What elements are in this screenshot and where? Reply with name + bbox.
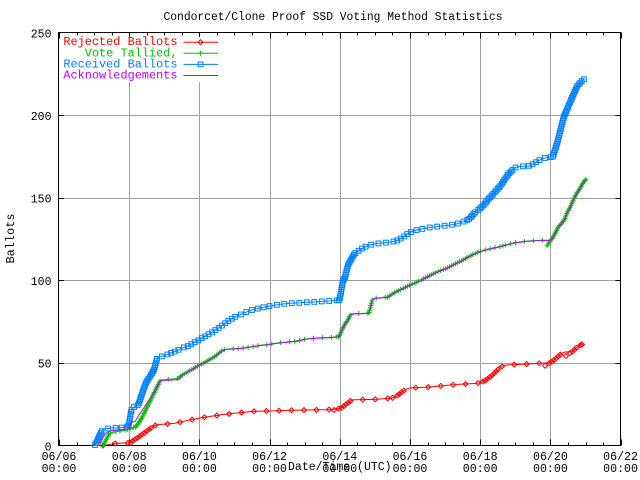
svg-text:06/08: 06/08: [112, 451, 147, 464]
svg-text:Acknowledgements: Acknowledgements: [63, 70, 177, 83]
svg-text:250: 250: [31, 28, 52, 41]
svg-text:00:00: 00:00: [463, 463, 498, 476]
svg-text:06/20: 06/20: [533, 451, 568, 464]
svg-text:00:00: 00:00: [42, 463, 77, 476]
svg-text:Vote Tallied,: Vote Tallied,: [85, 47, 178, 60]
svg-text:06/22: 06/22: [603, 451, 638, 464]
svg-text:00:00: 00:00: [112, 463, 147, 476]
svg-text:200: 200: [31, 111, 52, 124]
svg-text:0: 0: [45, 441, 52, 454]
svg-text:06/16: 06/16: [393, 451, 428, 464]
svg-text:06/06: 06/06: [42, 451, 77, 464]
svg-text:00:00: 00:00: [603, 463, 638, 476]
svg-text:150: 150: [31, 194, 52, 207]
svg-text:00:00: 00:00: [393, 463, 428, 476]
svg-text:Received Ballots: Received Ballots: [63, 58, 177, 71]
svg-text:00:00: 00:00: [252, 463, 287, 476]
svg-text:Condorcet/Clone Proof SSD Voti: Condorcet/Clone Proof SSD Voting Method …: [164, 11, 503, 24]
svg-text:Ballots: Ballots: [5, 214, 18, 264]
svg-text:50: 50: [38, 359, 52, 372]
svg-text:00:00: 00:00: [533, 463, 568, 476]
svg-text:06/10: 06/10: [182, 451, 217, 464]
svg-text:100: 100: [31, 276, 52, 289]
svg-text:Rejected Ballots: Rejected Ballots: [63, 36, 177, 49]
svg-text:06/18: 06/18: [463, 451, 498, 464]
svg-text:06/12: 06/12: [252, 451, 287, 464]
svg-text:00:00: 00:00: [322, 463, 357, 476]
svg-text:06/14: 06/14: [322, 451, 357, 464]
svg-text:Date/Time (UTC): Date/Time (UTC): [288, 461, 392, 474]
svg-text:00:00: 00:00: [182, 463, 217, 476]
